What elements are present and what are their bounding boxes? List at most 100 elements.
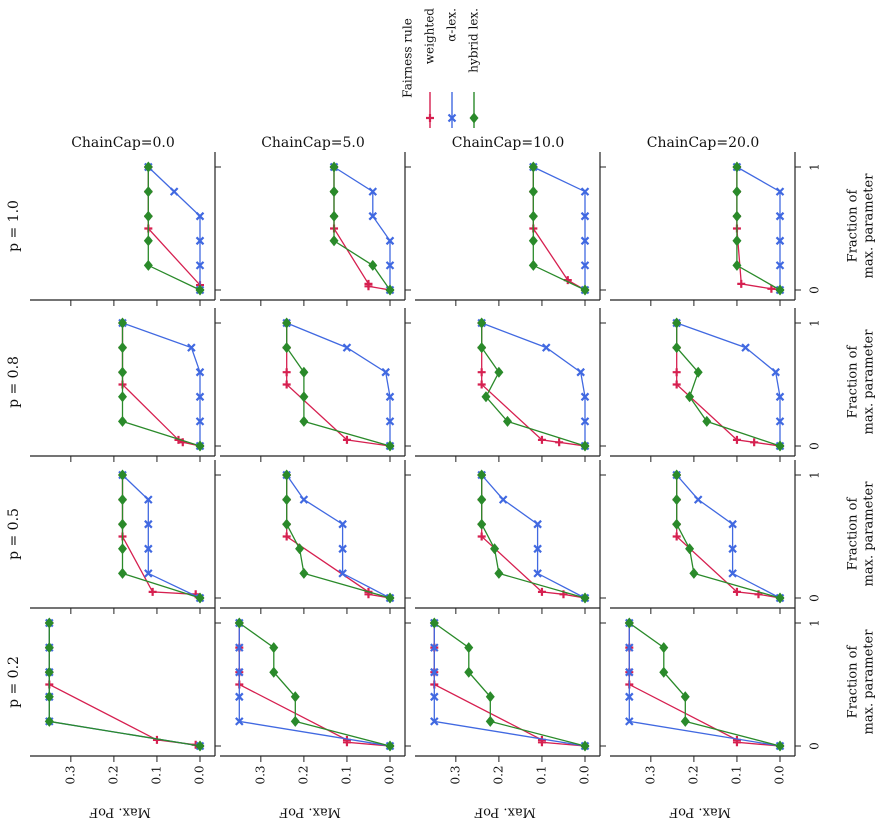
- hybrid_lex-line: [532, 167, 586, 291]
- alpha_lex-point: [533, 519, 542, 529]
- hybrid_lex-point: [775, 740, 785, 752]
- hybrid_lex-point: [775, 592, 785, 604]
- alpha_lex-point: [625, 717, 634, 726]
- alpha_lex-point: [195, 417, 205, 426]
- weighted-line: [121, 323, 201, 447]
- hybrid_lex-point: [485, 691, 495, 703]
- p-row-label: p = 0.8: [6, 356, 22, 408]
- hybrid_lex-point: [477, 469, 487, 481]
- fraction-tick-label: 0: [808, 286, 822, 294]
- hybrid_lex-line: [238, 622, 391, 747]
- fraction-tick-label: 1: [808, 471, 822, 479]
- alpha_lex-point: [775, 236, 785, 246]
- weighted-point: [767, 284, 776, 293]
- hybrid_lex-point: [429, 617, 439, 629]
- fraction-tick-label: 1: [808, 163, 822, 171]
- hybrid_lex-line: [48, 623, 201, 747]
- hybrid_lex-point: [282, 342, 292, 354]
- hybrid_lex-point: [295, 543, 305, 555]
- legend-label: weighted: [423, 8, 437, 65]
- alpha_lex-point: [693, 495, 703, 504]
- fraction-tick-label: 0: [808, 742, 822, 750]
- hybrid_lex-point: [44, 617, 54, 629]
- alpha_lex-point: [580, 187, 590, 196]
- weighted-line: [532, 167, 586, 291]
- weighted-point: [537, 435, 546, 444]
- alpha_lex-point: [195, 211, 205, 221]
- alpha_lex-point: [741, 343, 750, 352]
- alpha_lex-point: [533, 544, 542, 554]
- hybrid_lex-point: [685, 391, 695, 403]
- alpha_lex-point: [338, 519, 347, 529]
- alpha_lex-point: [625, 692, 634, 702]
- hybrid_lex-point: [282, 317, 292, 329]
- hybrid_lex-point: [44, 642, 54, 654]
- hybrid_lex-point: [732, 210, 742, 222]
- hybrid_lex-point: [528, 210, 538, 222]
- alpha_lex-line: [676, 474, 781, 599]
- hybrid_lex-point: [385, 592, 395, 604]
- hybrid_lex-point: [118, 415, 127, 427]
- fraction-tick-label: 1: [808, 319, 822, 327]
- hybrid_lex-point: [494, 567, 504, 579]
- alpha_lex-point: [144, 544, 153, 554]
- hybrid_lex-point: [118, 543, 127, 555]
- alpha_lex-point: [430, 717, 439, 726]
- hybrid_lex-point: [672, 469, 682, 481]
- alpha_lex-point: [342, 343, 352, 352]
- alpha_lex-line: [238, 623, 391, 747]
- x-axis-label-line1: Fraction of: [846, 189, 861, 263]
- hybrid_lex-point: [528, 161, 538, 173]
- hybrid_lex-point: [143, 186, 153, 198]
- hybrid_lex-point: [580, 284, 590, 296]
- value-tick-label: 0.0: [578, 765, 592, 784]
- hybrid_lex-point: [44, 666, 54, 678]
- alpha_lex-point: [235, 717, 244, 726]
- weighted-line: [286, 323, 391, 447]
- legend-label: hybrid lex.: [467, 8, 481, 73]
- alpha_lex-point: [430, 667, 439, 677]
- hybrid_lex-point: [580, 440, 590, 452]
- hybrid_lex-point: [528, 186, 538, 198]
- value-tick-label: 0.2: [491, 765, 505, 784]
- alpha_lex-point: [338, 569, 347, 578]
- value-tick-label: 0.0: [193, 765, 207, 784]
- hybrid_lex-point: [775, 284, 785, 296]
- alpha_lex-line: [333, 166, 391, 290]
- weighted-line: [736, 167, 781, 291]
- hybrid_lex-point: [477, 317, 487, 329]
- weighted-point: [555, 438, 564, 447]
- y-axis-label: Max. PoF: [669, 805, 731, 820]
- hybrid_lex-point: [299, 391, 309, 403]
- alpha_lex-line: [147, 166, 201, 290]
- hybrid_lex-point: [685, 543, 695, 555]
- hybrid_lex-point: [299, 366, 309, 378]
- value-tick-label: 0.1: [534, 765, 548, 784]
- x-axis-label-line1: Fraction of: [846, 345, 861, 419]
- alpha_lex-point: [430, 692, 439, 702]
- alpha_lex-point: [385, 236, 395, 246]
- alpha_lex-line: [122, 474, 201, 599]
- hybrid_lex-point: [689, 567, 699, 579]
- hybrid_lex-point: [672, 317, 682, 329]
- alpha_lex-point: [580, 236, 590, 246]
- hybrid_lex-point: [329, 161, 339, 173]
- hybrid_lex-point: [732, 161, 742, 173]
- weighted-point: [477, 532, 486, 541]
- hybrid_lex-point: [464, 642, 474, 654]
- hybrid_lex-point: [659, 642, 669, 654]
- weighted-line: [433, 623, 586, 747]
- alpha_lex-line: [433, 623, 586, 747]
- alpha_lex-line: [628, 623, 781, 747]
- weighted-line: [628, 623, 781, 747]
- hybrid_lex-point: [659, 666, 669, 678]
- legend-label: α-lex.: [445, 8, 459, 42]
- hybrid_lex-line: [736, 167, 781, 291]
- hybrid_lex-point: [329, 186, 339, 198]
- p-row-label: p = 0.2: [6, 656, 22, 708]
- value-tick-label: 0.0: [773, 765, 787, 784]
- alpha_lex-point: [771, 367, 780, 377]
- chaincap-title: ChainCap=20.0: [647, 135, 760, 151]
- alpha_lex-point: [385, 392, 395, 402]
